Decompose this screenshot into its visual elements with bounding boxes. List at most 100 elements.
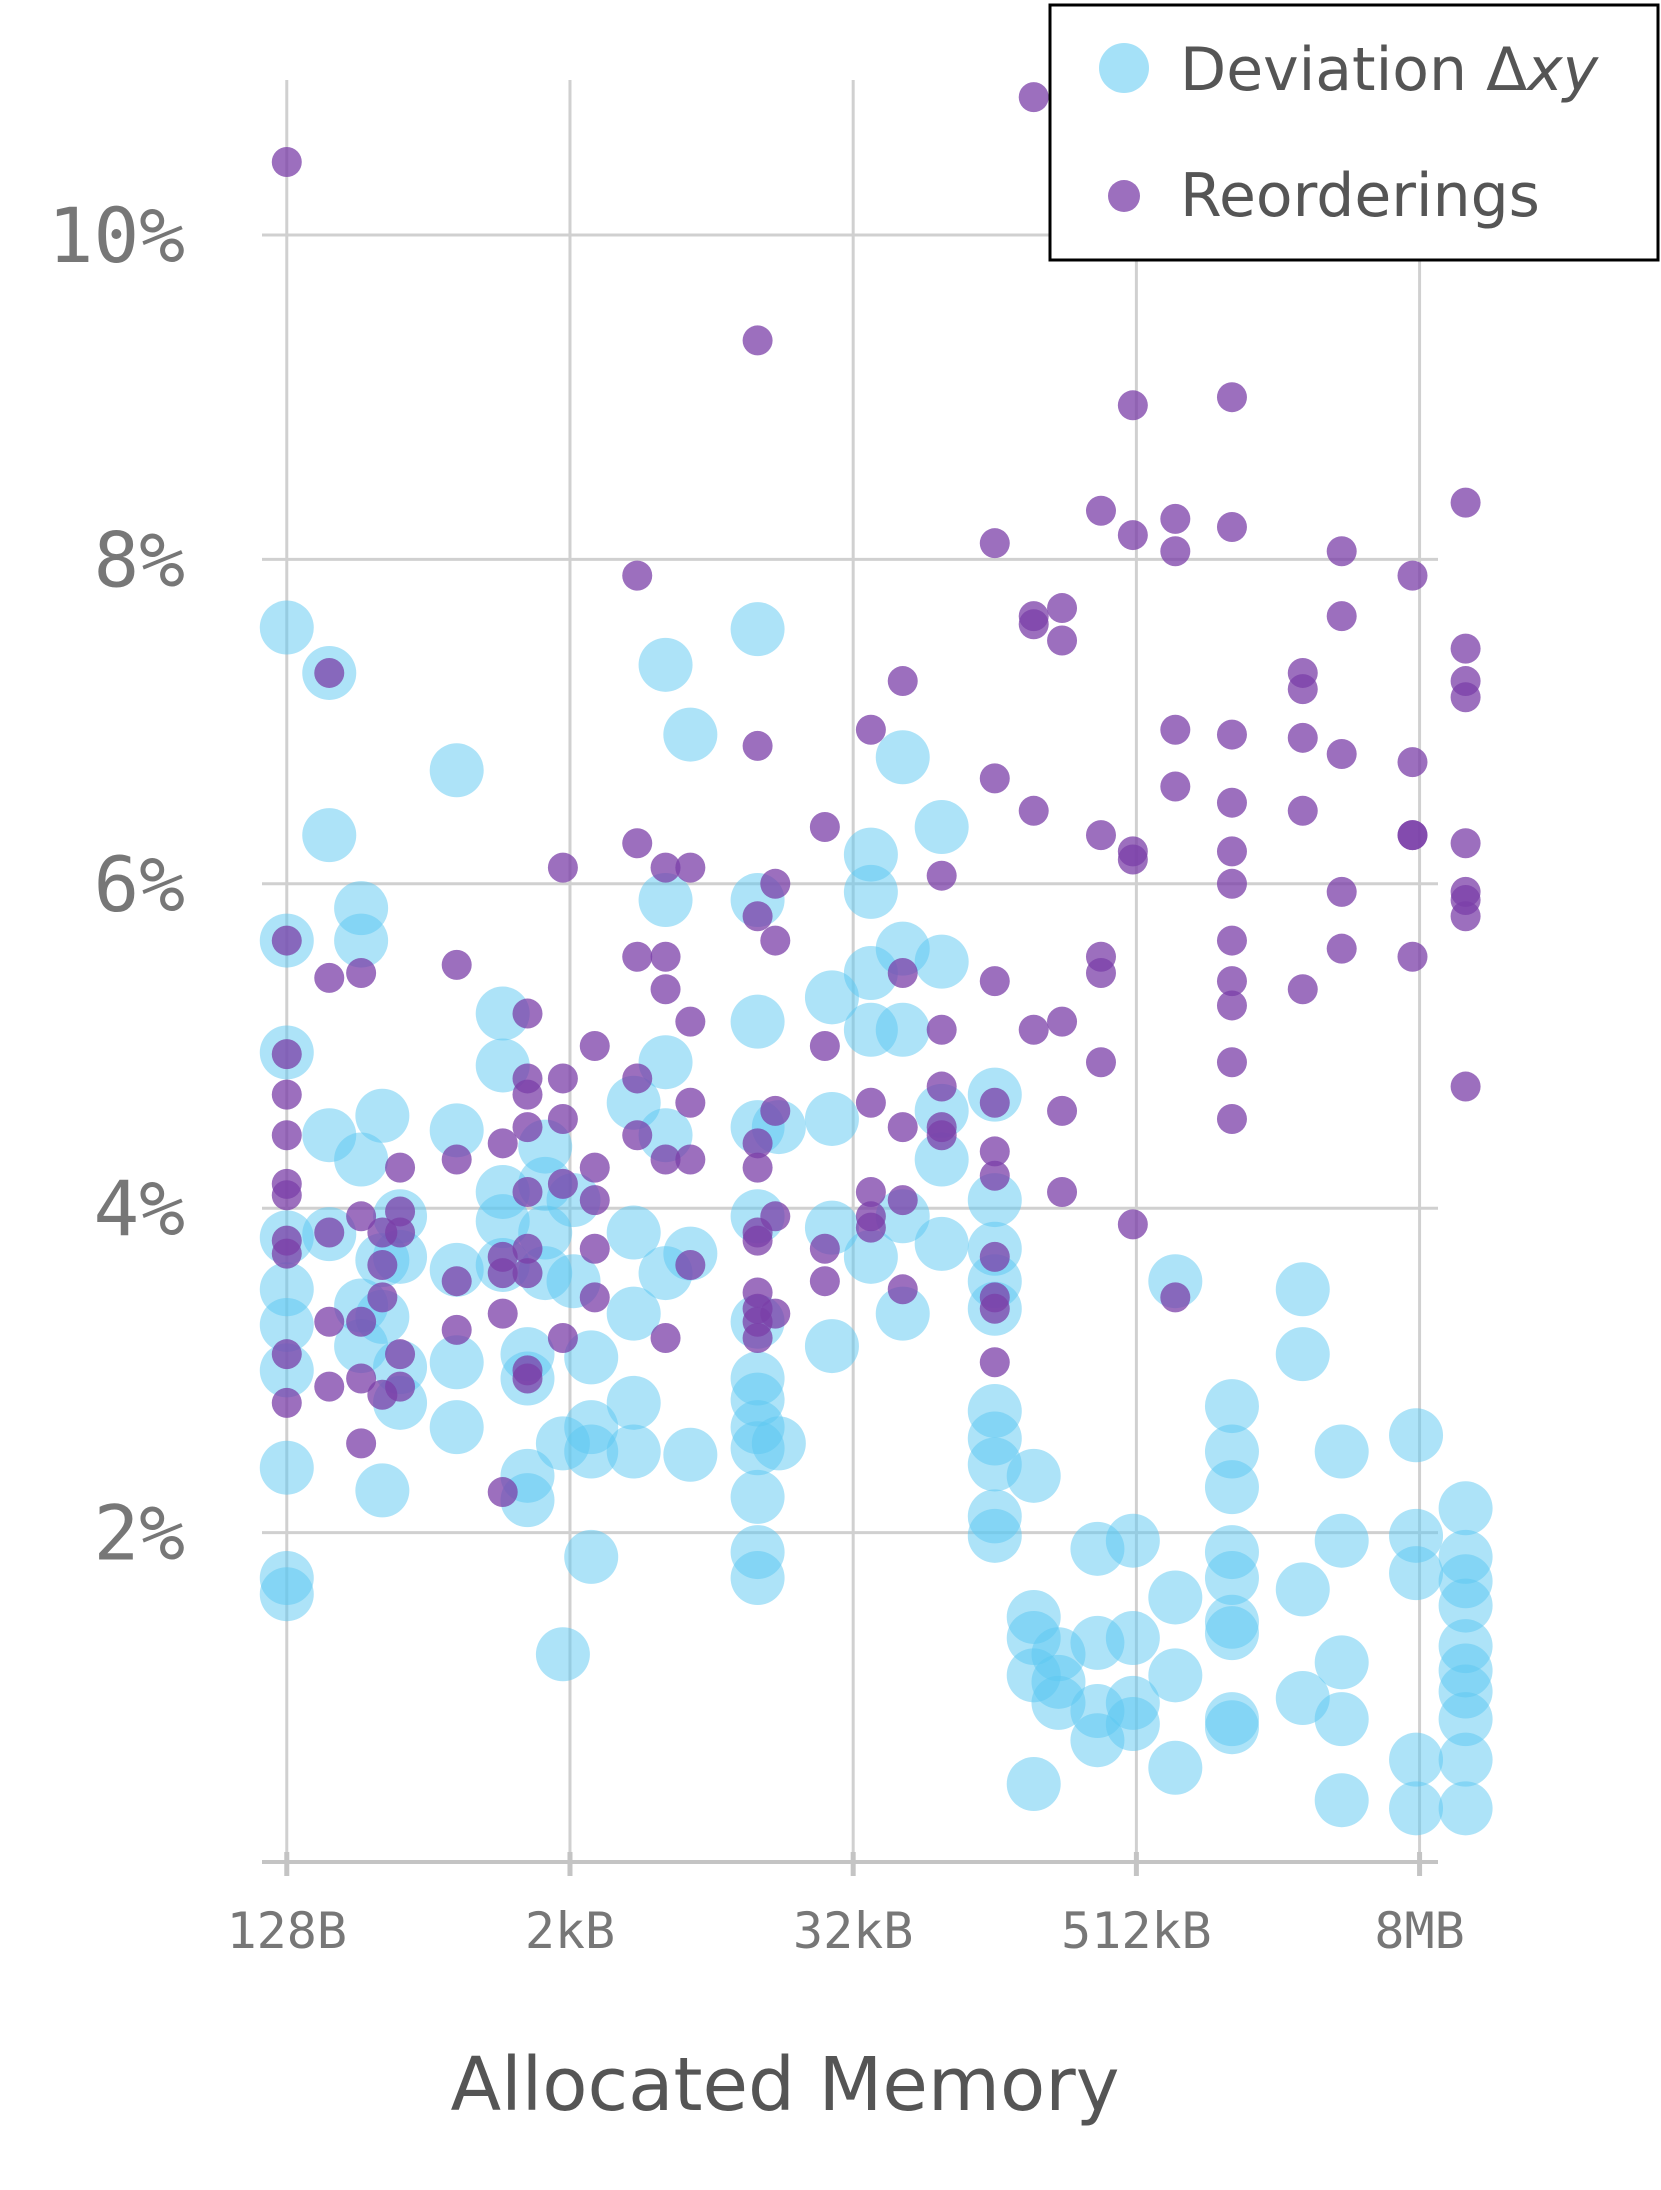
reorderings-point — [271, 1039, 302, 1070]
reorderings-point — [809, 1031, 840, 1061]
reorderings-point — [1216, 868, 1247, 899]
deviation-point — [1438, 1481, 1493, 1536]
deviation-point — [1438, 1732, 1493, 1787]
deviation-point — [606, 1424, 661, 1479]
reorderings-point — [271, 147, 302, 178]
deviation-point — [875, 730, 930, 785]
deviation-point — [843, 1229, 898, 1284]
reorderings-point — [547, 1322, 578, 1353]
reorderings-point — [512, 1112, 543, 1143]
reorderings-point — [979, 1136, 1010, 1167]
reorderings-point — [742, 1225, 773, 1256]
reorderings-point — [512, 1363, 543, 1394]
deviation-point — [914, 934, 969, 989]
reorderings-point — [1160, 714, 1191, 745]
x-tick-label: 512kB — [1061, 1902, 1212, 1960]
y-tick-label: 2% — [93, 1489, 185, 1578]
deviation-point — [1204, 1700, 1259, 1755]
reorderings-point — [346, 1201, 377, 1232]
reorderings-point — [650, 1144, 681, 1175]
deviation-point — [875, 1002, 930, 1057]
reorderings-point — [1018, 82, 1049, 113]
x-tick-label: 128B — [227, 1902, 347, 1960]
reorderings-point — [979, 1087, 1010, 1118]
deviation-point — [914, 800, 969, 855]
deviation-point — [967, 1508, 1022, 1563]
reorderings-point — [1018, 1014, 1049, 1045]
reorderings-point — [579, 1031, 610, 1061]
deviation-point — [730, 1551, 785, 1606]
deviation-point — [1204, 1379, 1259, 1434]
reorderings-point — [622, 828, 653, 859]
reorderings-point — [1160, 536, 1191, 567]
reorderings-point — [675, 1249, 706, 1280]
reorderings-point — [487, 1258, 518, 1289]
reorderings-point — [760, 1298, 791, 1329]
reorderings-point — [512, 1176, 543, 1207]
reorderings-point — [487, 1477, 518, 1508]
reorderings-point — [579, 1152, 610, 1183]
reorderings-point — [979, 763, 1010, 794]
deviation-point — [606, 1205, 661, 1260]
reorderings-point — [547, 1103, 578, 1134]
reorderings-point — [855, 1176, 886, 1207]
deviation-point — [564, 1424, 619, 1479]
reorderings-point — [887, 1274, 918, 1305]
deviation-point — [1438, 1781, 1493, 1836]
deviation-point — [1148, 1648, 1203, 1703]
legend: Deviation Δxy Reorderings — [1048, 3, 1660, 262]
reorderings-point — [1450, 487, 1481, 518]
reorderings-point — [622, 1120, 653, 1151]
reorderings-point — [1216, 966, 1247, 997]
reorderings-point — [271, 925, 302, 956]
reorderings-point — [1450, 1071, 1481, 1102]
reorderings-point — [742, 730, 773, 761]
reorderings-point — [385, 1152, 416, 1183]
reorderings-point — [512, 1079, 543, 1110]
reorderings-point — [742, 1128, 773, 1159]
deviation-point — [1148, 1740, 1203, 1795]
deviation-point — [259, 1440, 314, 1495]
reorderings-point — [487, 1298, 518, 1329]
reorderings-point — [314, 1306, 345, 1337]
reorderings-point — [547, 1063, 578, 1094]
reorderings-point — [1450, 633, 1481, 664]
reorderings-point — [760, 925, 791, 956]
tick-labels: 2% 4% 6% 8% 10% 128B 2kB 32kB 512kB 8MB — [48, 191, 1465, 1960]
reorderings-point — [1117, 390, 1148, 421]
deviation-point — [475, 986, 530, 1041]
reorderings-point — [1018, 609, 1049, 640]
x-tick-label: 2kB — [525, 1902, 615, 1960]
reorderings-point — [487, 1128, 518, 1159]
deviation-point — [1275, 1262, 1330, 1317]
reorderings-point — [314, 657, 345, 688]
reorderings-point — [314, 1217, 345, 1248]
reorderings-point — [547, 852, 578, 883]
reorderings-point — [271, 1238, 302, 1269]
reorderings-point — [441, 1266, 472, 1297]
deviation-point — [1314, 1692, 1369, 1747]
reorderings-point — [926, 1014, 957, 1045]
reorderings-point — [1216, 1103, 1247, 1134]
reorderings-point — [979, 966, 1010, 997]
deviation-point — [804, 1319, 859, 1374]
x-tick-label: 32kB — [793, 1902, 913, 1960]
legend-deviation-marker — [1099, 43, 1149, 93]
reorderings-point — [622, 1063, 653, 1094]
deviation-point — [1105, 1611, 1160, 1666]
deviation-point — [1105, 1513, 1160, 1568]
reorderings-point — [547, 1168, 578, 1199]
deviation-point — [1204, 1551, 1259, 1606]
reorderings-point — [1085, 958, 1116, 989]
reorderings-point — [271, 1120, 302, 1151]
deviation-point — [1389, 1781, 1444, 1836]
deviation-point — [875, 1286, 930, 1341]
deviation-point — [730, 602, 785, 657]
reorderings-point — [1160, 503, 1191, 534]
deviation-point — [730, 1469, 785, 1524]
reorderings-point — [1287, 674, 1318, 705]
y-tick-label: 6% — [93, 840, 185, 929]
deviation-point — [1275, 1562, 1330, 1617]
reorderings-point — [1216, 990, 1247, 1021]
deviation-point — [914, 1132, 969, 1187]
